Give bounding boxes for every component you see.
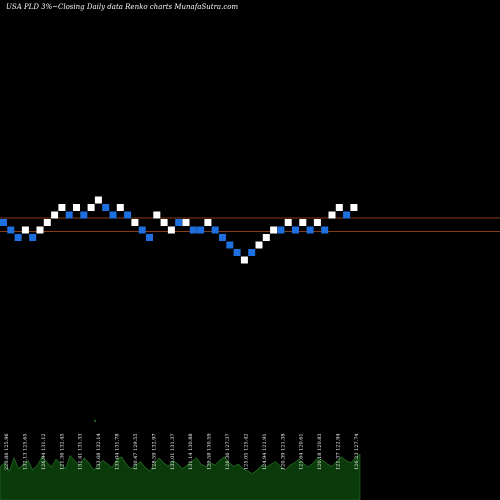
renko-brick-down [109,211,117,219]
renko-brick-up [160,219,168,226]
renko-brick-up [255,241,263,249]
renko-brick-up [87,204,95,211]
volume-label: 126.36 127.37 [225,433,231,470]
volume-marker [94,420,96,422]
renko-brick-down [102,204,110,211]
renko-brick-up [36,226,44,234]
volume-label: 120.18 120.83 [317,433,323,470]
volume-label: 126.23 127.74 [354,433,360,470]
renko-brick-up [335,204,343,211]
renko-brick-up [167,226,175,234]
renko-brick-down [138,226,146,234]
renko-brick-down [146,234,153,241]
renko-brick-up [262,234,270,241]
volume-label: 133.68 132.14 [96,433,102,470]
renko-brick-down [233,249,241,256]
renko-brick-up [73,204,80,211]
renko-brick-down [80,211,88,219]
renko-brick-down [292,226,299,234]
renko-brick-up [94,196,102,204]
renko-brick-down [248,249,256,256]
volume-area [0,420,361,500]
volume-label: 120.39 121.38 [280,433,286,470]
volume-label: 128.59 132.97 [151,433,157,470]
renko-brick-down [189,226,197,234]
renko-brick-down [14,234,22,241]
volume-label: 121.37 122.94 [336,433,342,470]
renko-brick-up [51,211,59,219]
volume-label: 132.01 131.37 [170,433,176,470]
volume-area-path [0,453,361,500]
renko-brick-up [43,219,51,226]
volume-label: 121.64 120.61 [299,433,305,470]
renko-brick-down [65,211,73,219]
volume-label: 132.13 125.65 [22,433,28,470]
volume-label: 125.05 125.42 [243,433,249,470]
volume-labels: 220.86 125.96 132.13 125.65 126.94 131.12 1… [4,433,360,470]
ticker-text: USA PLD 3%~ [6,3,58,11]
renko-brick-up [204,219,212,226]
renko-brick-down [175,219,183,226]
renko-brick-down [343,211,351,219]
volume-label: 130.47 129.55 [133,433,139,470]
renko-brick-up [58,204,66,211]
volume-label: 220.86 125.96 [4,433,10,470]
volume-label: 131.41 131.33 [78,433,84,470]
renko-brick-up [182,219,190,226]
renko-brick-up [21,226,29,234]
reference-lines [0,217,500,232]
renko-brick-down [29,234,37,241]
volume-label: 126.94 131.12 [41,433,47,470]
renko-brick-down [0,219,7,226]
renko-brick-down [211,226,219,234]
volume-label: 135.04 131.78 [115,433,121,470]
renko-brick-down [219,234,226,241]
volume-label: 129.58 130.59 [207,433,213,470]
renko-brick-down [306,226,314,234]
renko-brick-up [313,219,321,226]
renko-brick-down [277,226,285,234]
renko-brick-down [124,211,132,219]
renko-brick-down [226,241,234,249]
volume-label: 131.14 130.88 [188,433,194,470]
renko-brick-up [240,256,248,264]
volume-label: 121.36 132.45 [59,433,65,470]
renko-brick-up [116,204,124,211]
renko-brick-up [153,211,161,219]
renko-brick-up [350,204,358,211]
renko-brick-up [299,219,307,226]
renko-brick-up [328,211,336,219]
chart-subtitle: Closing Daily data Renko charts MunafaSu… [58,3,238,11]
renko-brick-down [7,226,15,234]
volume-label: 124.94 121.91 [262,433,268,470]
renko-brick-up [284,219,292,226]
renko-brick-up [131,219,139,226]
renko-bricks [0,196,358,264]
renko-brick-up [270,226,278,234]
renko-brick-down [321,226,329,234]
renko-brick-down [197,226,205,234]
